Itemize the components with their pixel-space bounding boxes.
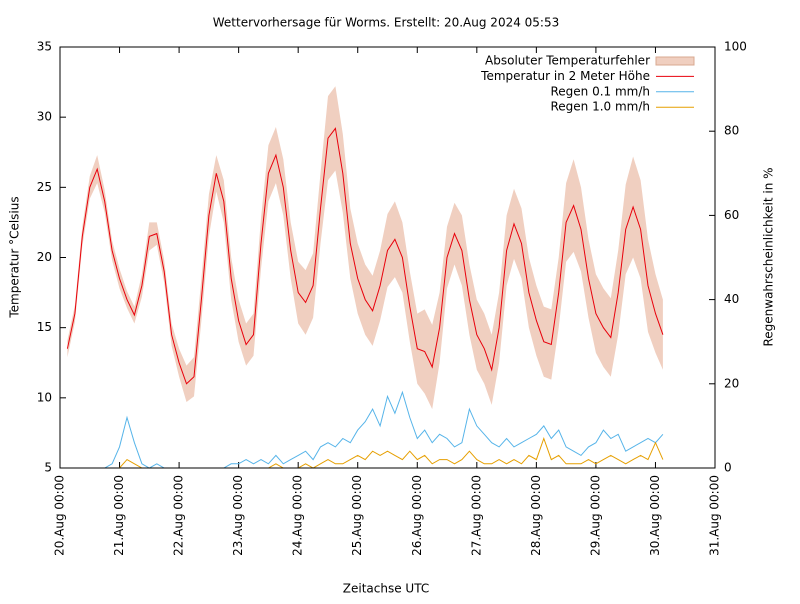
y2-tick-label: 60 [724,208,739,222]
x-tick-label: 28.Aug 00:00 [529,475,543,556]
series-line [67,390,664,469]
y2-tick-label: 0 [724,461,732,475]
y-tick-label: 15 [37,320,52,334]
y2-axis-label: Regenwahrscheinlichkeit in % [762,167,776,346]
x-tick-label: 23.Aug 00:00 [231,475,245,556]
x-tick-label: 27.Aug 00:00 [469,475,483,556]
y-tick-label: 20 [37,250,52,264]
x-tick-label: 26.Aug 00:00 [410,475,424,556]
error-band [67,86,663,410]
legend-label: Absoluter Temperaturfehler [485,54,650,68]
legend-swatch [655,56,695,66]
x-tick-label: 30.Aug 00:00 [648,475,662,556]
x-axis-label: Zeitachse UTC [343,582,429,596]
chart-title: Wettervorhersage für Worms. Erstellt: 20… [213,16,560,30]
y-tick-label: 10 [37,390,52,404]
plot-frame [59,46,716,469]
legend-label: Regen 0.1 mm/h [550,84,650,98]
y-tick-label: 30 [37,110,52,124]
y-tick-label: 25 [37,180,52,194]
x-tick-label: 29.Aug 00:00 [588,475,602,556]
x-tick-label: 31.Aug 00:00 [708,475,722,556]
x-tick-label: 25.Aug 00:00 [350,475,364,556]
x-tick-label: 20.Aug 00:00 [53,475,67,556]
y-tick-label: 5 [44,461,52,475]
y2-tick-label: 80 [724,124,739,138]
y-tick-label: 35 [37,40,52,54]
x-tick-label: 22.Aug 00:00 [172,475,186,556]
legend-label: Regen 1.0 mm/h [550,100,650,114]
x-tick-label: 21.Aug 00:00 [112,475,126,556]
series-line [66,127,664,385]
legend-label: Temperatur in 2 Meter Höhe [480,69,650,83]
y2-tick-label: 40 [724,292,739,306]
y2-tick-label: 100 [724,40,747,54]
y2-tick-label: 20 [724,376,739,390]
y-axis-label: Temperatur °Celsius [8,196,22,318]
x-tick-label: 24.Aug 00:00 [291,475,305,556]
